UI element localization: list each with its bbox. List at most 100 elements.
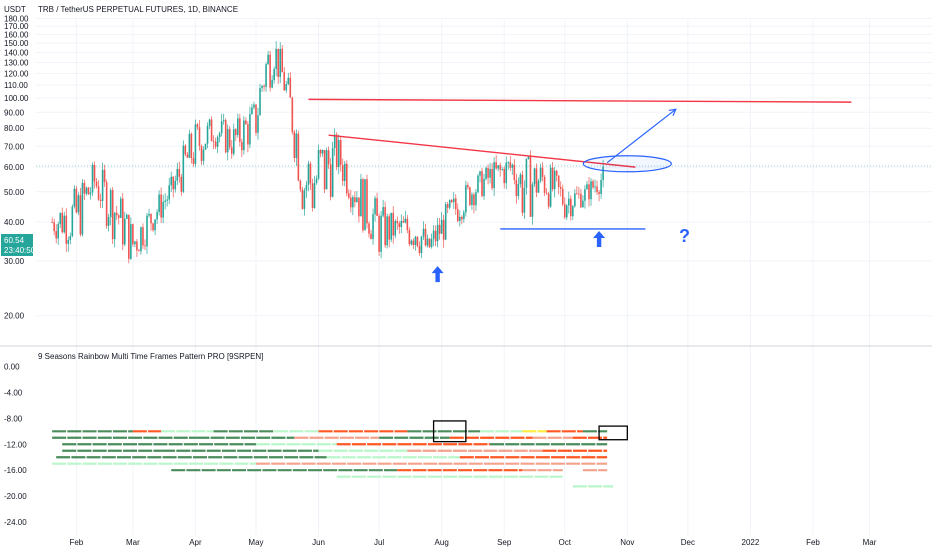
- candle-body: [255, 104, 257, 133]
- candle-body: [388, 216, 390, 240]
- symbol-title[interactable]: TRB / TetherUS PERPETUAL FUTURES, 1D, BI…: [38, 5, 238, 14]
- candle-body: [457, 209, 459, 221]
- candle-body: [495, 162, 497, 169]
- indicator-tick-label: -20.00: [4, 492, 27, 501]
- candle-body: [329, 164, 332, 197]
- candle-body: [216, 137, 219, 147]
- candle-body: [279, 48, 281, 77]
- candle-body: [132, 224, 134, 245]
- candle-body: [553, 170, 556, 190]
- candle-body: [331, 147, 334, 197]
- indicator-title[interactable]: 9 Seasons Rainbow Multi Time Frames Patt…: [38, 352, 263, 361]
- price-tick-label: 130.00: [4, 59, 29, 68]
- candle-body: [343, 163, 346, 182]
- candle-body: [154, 219, 156, 231]
- candle-body: [317, 149, 320, 179]
- candle-body: [85, 187, 88, 194]
- candle-body: [178, 168, 181, 177]
- price-tick-label: 100.00: [4, 94, 29, 103]
- candle-body: [551, 167, 554, 190]
- candle-body: [156, 212, 158, 220]
- candle-body: [313, 183, 316, 208]
- candle-body: [247, 124, 249, 145]
- price-tick-label: 140.00: [4, 48, 29, 57]
- candle-body: [87, 187, 90, 195]
- candle-body: [321, 150, 324, 154]
- candle-body: [348, 193, 350, 198]
- time-tick-label: Dec: [681, 538, 695, 547]
- time-tick-label: May: [248, 538, 263, 547]
- candle-body: [109, 190, 112, 218]
- candle-body: [95, 181, 98, 187]
- candle-body: [152, 223, 154, 231]
- candle-body: [158, 194, 160, 213]
- candle-body: [602, 166, 604, 180]
- price-tick-label: 180.00: [4, 14, 29, 23]
- candle-body: [124, 218, 126, 245]
- price-tick-label: 170.00: [4, 22, 29, 31]
- candle-body: [91, 164, 94, 193]
- candle-body: [333, 134, 336, 148]
- candle-body: [243, 120, 245, 151]
- candle-body: [450, 200, 453, 203]
- candle-body: [99, 199, 102, 201]
- candle-body: [275, 48, 277, 69]
- candle-body: [467, 185, 469, 188]
- candle-body: [541, 167, 544, 177]
- candle-body: [420, 236, 423, 254]
- time-tick-label: Oct: [559, 538, 572, 547]
- candle-body: [220, 121, 223, 134]
- candle-body: [297, 133, 300, 181]
- candle-body: [410, 240, 413, 245]
- candle-body: [194, 124, 197, 164]
- candle-body: [307, 163, 310, 185]
- time-tick-label: Aug: [435, 538, 449, 547]
- drawing-annotations[interactable]: [308, 98, 852, 443]
- candle-body: [513, 164, 516, 180]
- candle-body: [588, 184, 590, 200]
- last-price-tag[interactable]: 60.54 23:40:50: [1, 234, 36, 256]
- candle-body: [281, 48, 284, 73]
- candle-body: [224, 120, 227, 153]
- time-tick-label: Apr: [189, 538, 202, 547]
- candle-body: [354, 197, 356, 203]
- candle-body: [192, 158, 195, 164]
- candle-body: [572, 206, 574, 217]
- candle-body: [130, 224, 132, 259]
- candle-body: [432, 230, 435, 239]
- candle-body: [150, 213, 152, 224]
- candle-body: [267, 54, 269, 65]
- price-tick-label: 90.00: [4, 108, 25, 117]
- candle-body: [180, 176, 183, 192]
- candle-body: [481, 171, 483, 197]
- candle-body: [79, 195, 82, 235]
- price-tick-label: 30.00: [4, 257, 25, 266]
- candle-body: [438, 224, 441, 234]
- candle-body: [226, 129, 229, 153]
- time-tick-label: Sep: [497, 538, 512, 547]
- candle-body: [319, 149, 322, 154]
- candle-body: [232, 129, 235, 154]
- candle-body: [539, 167, 542, 181]
- candle-body: [273, 68, 275, 81]
- price-tick-label: 40.00: [4, 218, 25, 227]
- candle-body: [352, 197, 354, 208]
- candle-body: [277, 48, 279, 77]
- time-tick-label: Mar: [126, 538, 140, 547]
- indicator-pane: [52, 430, 614, 488]
- candle-body: [121, 198, 124, 245]
- candle-body: [337, 140, 340, 168]
- candle-body: [77, 195, 80, 213]
- candle-body: [83, 182, 86, 194]
- candle-body: [263, 85, 265, 87]
- price-tick-label: 60.00: [4, 163, 25, 172]
- candle-body: [493, 162, 495, 189]
- candle-body: [366, 179, 368, 224]
- price-tick-label: 50.00: [4, 188, 25, 197]
- candle-body: [497, 165, 499, 169]
- candle-body: [51, 221, 53, 223]
- candle-body: [325, 150, 328, 190]
- candle-body: [115, 212, 118, 216]
